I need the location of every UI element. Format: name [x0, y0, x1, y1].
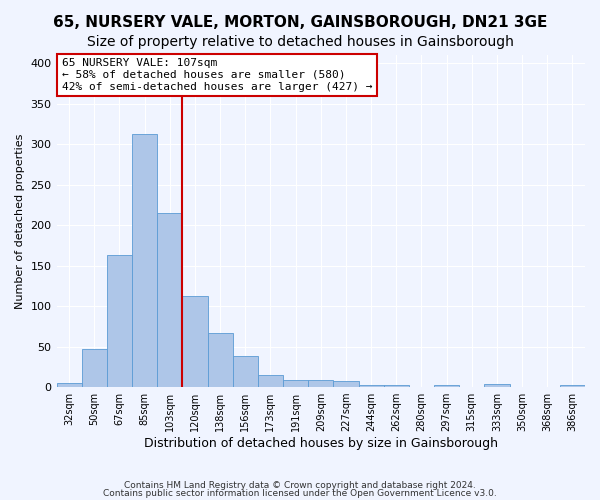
Bar	[359, 384, 383, 387]
Bar	[383, 386, 409, 387]
Bar	[107, 255, 132, 387]
Text: 65 NURSERY VALE: 107sqm
← 58% of detached houses are smaller (580)
42% of semi-d: 65 NURSERY VALE: 107sqm ← 58% of detache…	[62, 58, 373, 92]
Bar	[308, 380, 334, 387]
Bar	[157, 213, 182, 387]
Text: 65, NURSERY VALE, MORTON, GAINSBOROUGH, DN21 3GE: 65, NURSERY VALE, MORTON, GAINSBOROUGH, …	[53, 15, 547, 30]
Bar	[560, 384, 585, 387]
Text: Contains public sector information licensed under the Open Government Licence v3: Contains public sector information licen…	[103, 488, 497, 498]
Bar	[132, 134, 157, 387]
Text: Size of property relative to detached houses in Gainsborough: Size of property relative to detached ho…	[86, 35, 514, 49]
Bar	[182, 296, 208, 387]
Bar	[258, 375, 283, 387]
Text: Contains HM Land Registry data © Crown copyright and database right 2024.: Contains HM Land Registry data © Crown c…	[124, 481, 476, 490]
Bar	[208, 333, 233, 387]
Bar	[484, 384, 509, 387]
Bar	[434, 384, 459, 387]
X-axis label: Distribution of detached houses by size in Gainsborough: Distribution of detached houses by size …	[144, 437, 498, 450]
Bar	[82, 349, 107, 387]
Y-axis label: Number of detached properties: Number of detached properties	[15, 134, 25, 308]
Bar	[334, 382, 359, 387]
Bar	[56, 383, 82, 387]
Bar	[283, 380, 308, 387]
Bar	[233, 356, 258, 387]
